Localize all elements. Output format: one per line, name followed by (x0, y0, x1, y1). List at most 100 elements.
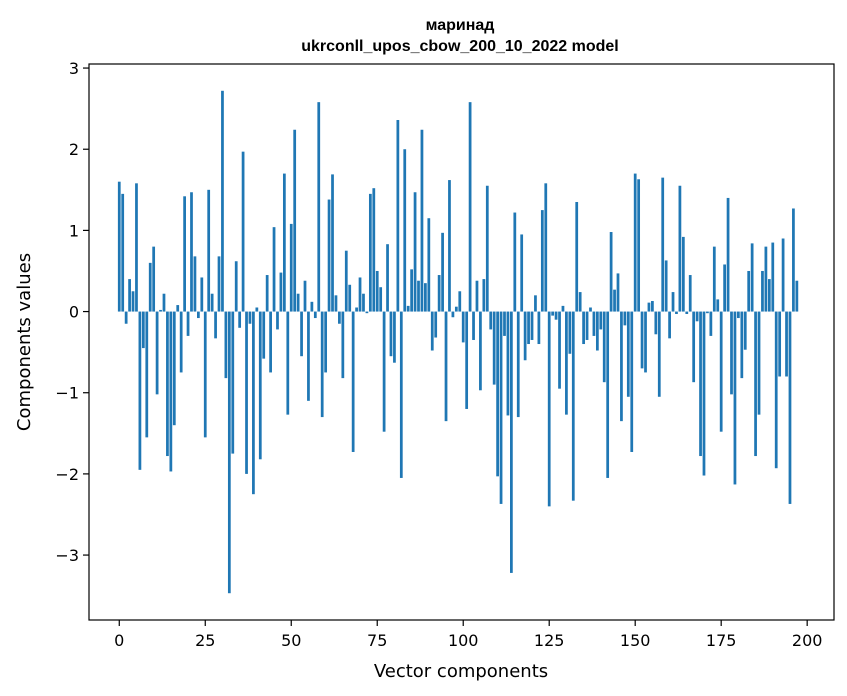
bar (203, 311, 207, 438)
y-tick-label: −2 (55, 465, 79, 484)
chart-subtitle: ukrconll_upos_cbow_200_10_2022 model (301, 38, 618, 55)
bar (193, 256, 197, 312)
bar (578, 292, 582, 312)
bar (424, 283, 427, 312)
bar (448, 180, 451, 312)
bar (248, 311, 252, 324)
bar (310, 301, 314, 312)
x-tick-label: 200 (792, 631, 823, 650)
bar (626, 311, 630, 397)
bar (472, 311, 475, 340)
bar (255, 307, 259, 312)
bar (338, 311, 341, 324)
y-axis-ticks: −3 −2 −1 0 1 2 3 (55, 59, 89, 565)
bar (489, 311, 493, 330)
bar (179, 311, 183, 373)
bar (282, 173, 286, 312)
bar (327, 199, 331, 312)
bar (534, 295, 537, 312)
bar (272, 227, 276, 312)
bar (420, 129, 424, 312)
plot-area-frame (88, 63, 835, 621)
bar (382, 311, 386, 432)
bar (465, 311, 469, 409)
bar (503, 311, 506, 336)
bar (365, 311, 369, 314)
bar (568, 311, 572, 354)
bar (616, 273, 620, 312)
y-tick-label: 2 (69, 140, 79, 159)
bar (475, 280, 479, 312)
bar (671, 292, 675, 312)
bar (582, 311, 585, 345)
bar (565, 311, 568, 415)
bar (699, 311, 702, 457)
bar (121, 193, 125, 312)
bar (778, 311, 782, 377)
bar (176, 305, 180, 312)
bar (585, 311, 589, 340)
bar (152, 246, 156, 312)
bar (221, 90, 224, 312)
bar (730, 311, 733, 395)
bar (386, 244, 389, 312)
bar (303, 280, 307, 312)
bar (664, 260, 668, 312)
bar (681, 236, 685, 312)
bar (482, 279, 486, 312)
bar (726, 197, 730, 312)
bar (496, 311, 499, 477)
bar (389, 311, 393, 357)
x-tick-label: 125 (534, 631, 565, 650)
bar (200, 277, 204, 312)
bar (399, 311, 403, 478)
bar (678, 185, 682, 312)
bar (135, 183, 138, 312)
bar (527, 311, 530, 345)
bar (740, 311, 744, 379)
bar (675, 311, 678, 314)
bar (520, 234, 524, 312)
bar (723, 264, 726, 312)
x-axis-label: Vector components (374, 661, 548, 682)
bar (296, 293, 300, 312)
bar (640, 311, 644, 369)
bar (437, 275, 441, 312)
bar (227, 311, 231, 594)
bar (313, 311, 317, 319)
bar (166, 311, 169, 457)
bar (792, 208, 795, 312)
bar (269, 311, 272, 373)
bar (554, 311, 558, 320)
bar (413, 192, 417, 312)
bar (613, 289, 616, 312)
bar (716, 299, 720, 312)
bar (393, 311, 396, 363)
bar (444, 311, 448, 422)
bar (513, 212, 517, 312)
bar (709, 311, 713, 336)
bar (451, 311, 455, 318)
bar (544, 183, 548, 312)
bar (757, 311, 761, 415)
bar (300, 311, 303, 357)
bar (197, 311, 200, 319)
bar (234, 261, 238, 312)
bar (172, 311, 176, 426)
bar (241, 151, 245, 312)
bar (761, 270, 764, 312)
bar (633, 173, 637, 312)
bar (379, 287, 383, 312)
bar (644, 311, 647, 373)
bar (159, 309, 162, 312)
bar (657, 311, 661, 397)
bar (547, 311, 551, 507)
bar (138, 311, 142, 470)
bar (403, 149, 407, 312)
bar (348, 284, 352, 312)
bar (441, 232, 444, 312)
bar (262, 311, 266, 359)
bar (750, 243, 754, 312)
bar (492, 311, 496, 385)
